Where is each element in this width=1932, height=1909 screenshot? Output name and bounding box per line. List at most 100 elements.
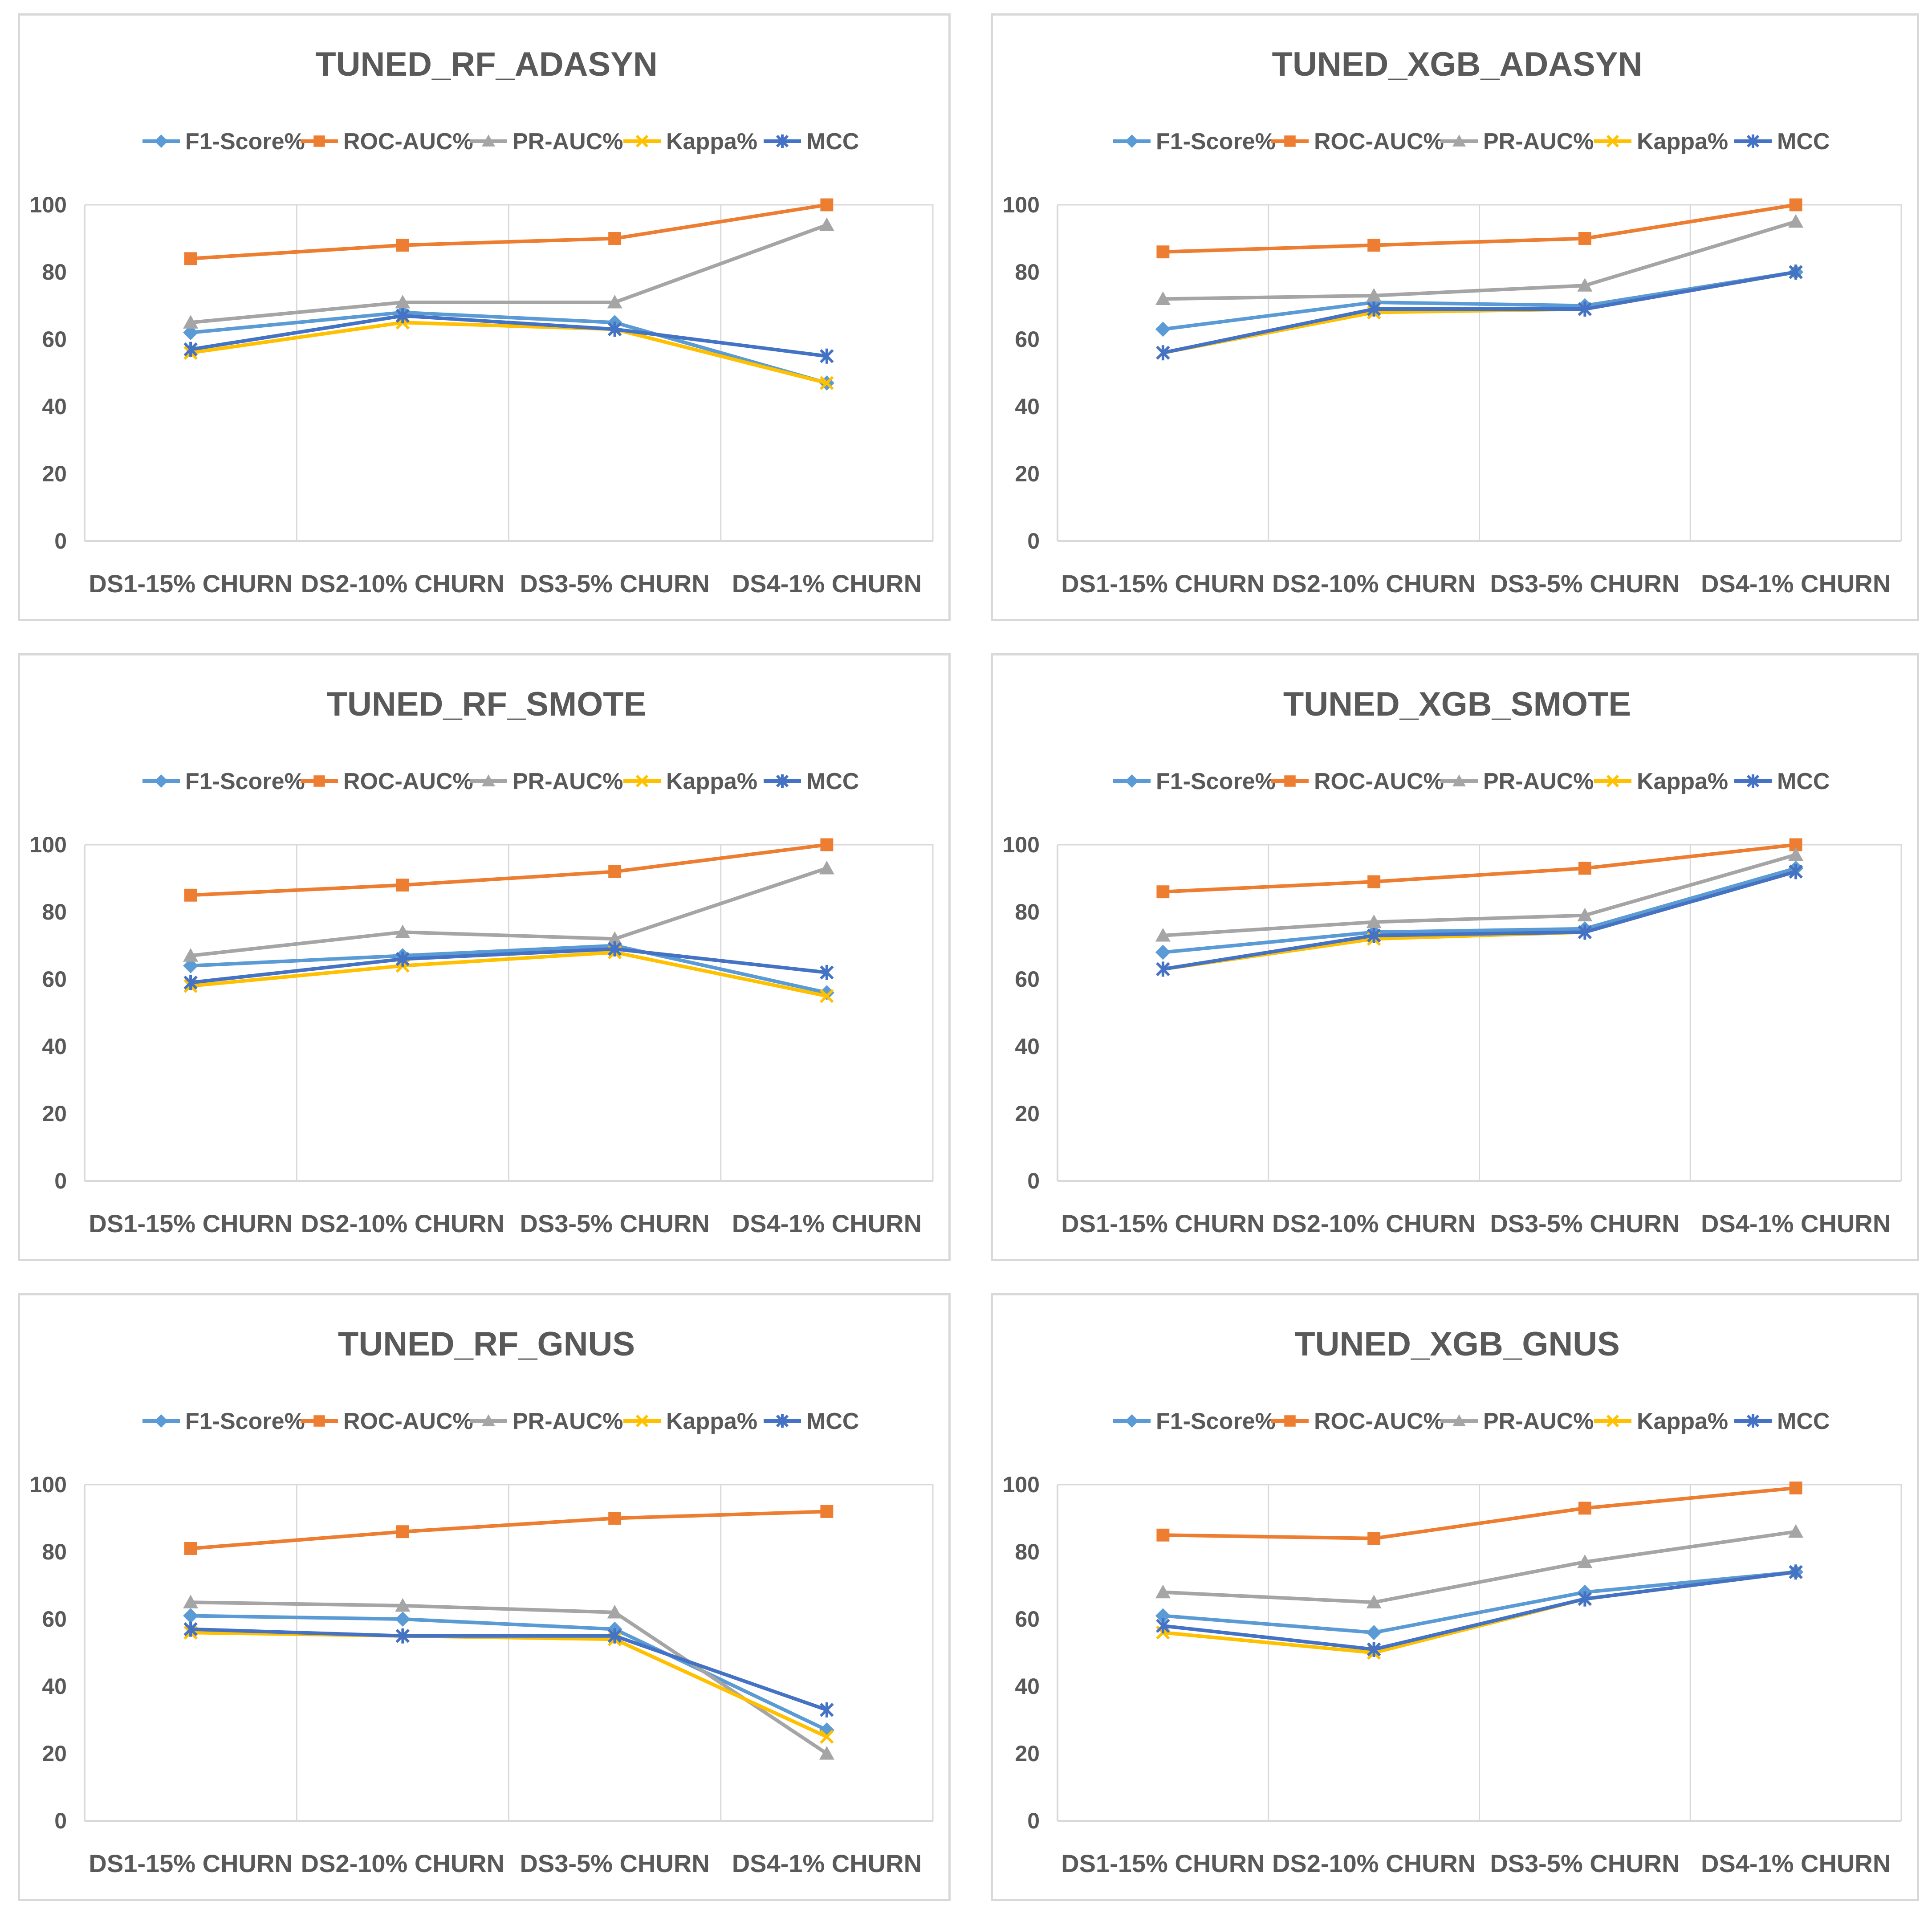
series-line	[191, 1614, 828, 1732]
legend-item-mcc: MCC	[764, 129, 859, 155]
y-tick-label: 60	[1015, 967, 1040, 992]
series-line	[190, 1510, 827, 1551]
series-mcc	[183, 941, 834, 990]
y-tick-label: 80	[42, 1539, 67, 1564]
data-point	[820, 198, 834, 212]
legend-item-roc-auc: ROC-AUC%	[1271, 769, 1444, 794]
chart-svg: TUNED_RF_ADASYN F1-Score% ROC-AUC% PR-AUC% K…	[30, 45, 934, 598]
legend-item-f1-score: F1-Score%	[142, 1408, 305, 1434]
y-tick-label: 40	[42, 1034, 67, 1059]
data-point	[396, 879, 409, 892]
data-point	[1367, 301, 1381, 317]
data-point	[1577, 908, 1593, 922]
y-tick-label: 0	[1027, 1808, 1040, 1833]
y-tick-label: 60	[42, 967, 67, 992]
legend-label: F1-Score%	[1156, 1408, 1276, 1434]
legend-label: F1-Score%	[1156, 129, 1276, 155]
x-category-label: DS3-5% CHURN	[520, 570, 709, 598]
legend-marker-triangle-icon	[482, 774, 495, 786]
data-point	[820, 376, 834, 390]
y-tick-label: 60	[1015, 1607, 1040, 1632]
data-point	[183, 342, 198, 357]
y-tick-label: 20	[42, 461, 67, 486]
data-point	[1155, 291, 1171, 305]
data-point	[183, 1595, 199, 1608]
legend-marker-square-icon	[1284, 135, 1296, 147]
data-point	[183, 958, 199, 973]
x-category-label: DS4-1% CHURN	[1701, 1849, 1891, 1877]
legend-item-pr-auc: PR-AUC%	[470, 1408, 623, 1434]
legend-label: PR-AUC%	[512, 1408, 623, 1434]
y-tick-label: 40	[1015, 1674, 1040, 1699]
series-roc-auc	[1156, 1482, 1802, 1545]
legend-item-mcc: MCC	[764, 1408, 859, 1434]
data-point	[607, 1604, 622, 1619]
legend-label: ROC-AUC%	[1314, 769, 1444, 794]
data-point	[607, 322, 622, 337]
data-point	[1367, 928, 1381, 943]
x-category-label: DS2-10% CHURN	[1272, 570, 1476, 598]
x-category-label: DS1-15% CHURN	[89, 570, 292, 598]
data-point	[608, 1512, 622, 1525]
chart-title: TUNED_RF_ADASYN	[315, 45, 658, 83]
series-line	[190, 867, 828, 958]
data-point	[1788, 847, 1804, 861]
legend-marker-triangle-icon	[482, 134, 495, 147]
plot-border	[1058, 204, 1902, 541]
data-point	[395, 951, 410, 967]
legend-item-f1-score: F1-Score%	[1113, 1408, 1276, 1434]
chart-title: TUNED_XGB_ADASYN	[1272, 45, 1643, 83]
series-pr-auc	[183, 860, 834, 962]
data-point	[183, 1621, 198, 1637]
legend-item-mcc: MCC	[1734, 1408, 1830, 1434]
legend-item-f1-score: F1-Score%	[1113, 129, 1276, 155]
legend-item-kappa: Kappa%	[623, 769, 757, 794]
x-category-label: DS1-15% CHURN	[89, 1209, 292, 1237]
legend-label: F1-Score%	[185, 1408, 305, 1434]
legend-marker-star-icon	[1746, 134, 1760, 148]
legend-label: Kappa%	[666, 769, 757, 794]
data-point	[819, 1746, 834, 1760]
legend-marker-square-icon	[1284, 1415, 1296, 1427]
legend-label: Kappa%	[1637, 1408, 1728, 1434]
y-tick-label: 80	[1015, 1539, 1040, 1564]
x-category-label: DS3-5% CHURN	[520, 1209, 709, 1237]
data-point	[395, 1598, 411, 1612]
y-tick-label: 100	[30, 1472, 67, 1497]
data-point	[820, 965, 834, 980]
plot-border	[85, 844, 934, 1181]
data-point	[1788, 214, 1804, 228]
legend-label: F1-Score%	[1156, 769, 1276, 794]
series-pr-auc	[1155, 1524, 1804, 1608]
legend-item-roc-auc: ROC-AUC%	[1271, 129, 1444, 155]
y-tick-label: 100	[1003, 832, 1040, 857]
chart-title: TUNED_RF_GNUS	[338, 1325, 635, 1363]
y-tick-label: 0	[1027, 529, 1040, 554]
plot-border	[1058, 1484, 1902, 1821]
series-mcc	[183, 308, 834, 364]
series-roc-auc	[184, 838, 834, 902]
series-line	[190, 843, 827, 897]
data-point	[1155, 1608, 1171, 1624]
legend-label: Kappa%	[1637, 769, 1728, 794]
series-line	[1163, 1486, 1796, 1540]
legend-marker-triangle-icon	[482, 1414, 495, 1426]
legend-marker-diamond-icon	[155, 1414, 168, 1428]
y-tick-label: 20	[1015, 461, 1040, 486]
plot-border	[1058, 844, 1902, 1181]
legend-marker-square-icon	[313, 775, 325, 787]
y-tick-label: 0	[1027, 1168, 1040, 1193]
series-line	[190, 950, 827, 998]
series-line	[190, 203, 827, 261]
legend-item-roc-auc: ROC-AUC%	[301, 1408, 473, 1434]
series-roc-auc	[184, 1505, 834, 1555]
x-category-label: DS4-1% CHURN	[732, 570, 922, 598]
data-point	[1155, 1584, 1171, 1599]
series-roc-auc	[1156, 198, 1802, 259]
series-pr-auc	[183, 1595, 834, 1760]
chart-title: TUNED_RF_SMOTE	[327, 685, 647, 723]
x-category-label: DS1-15% CHURN	[1061, 1849, 1265, 1877]
legend-label: PR-AUC%	[1483, 129, 1594, 155]
data-point	[1577, 1554, 1593, 1568]
